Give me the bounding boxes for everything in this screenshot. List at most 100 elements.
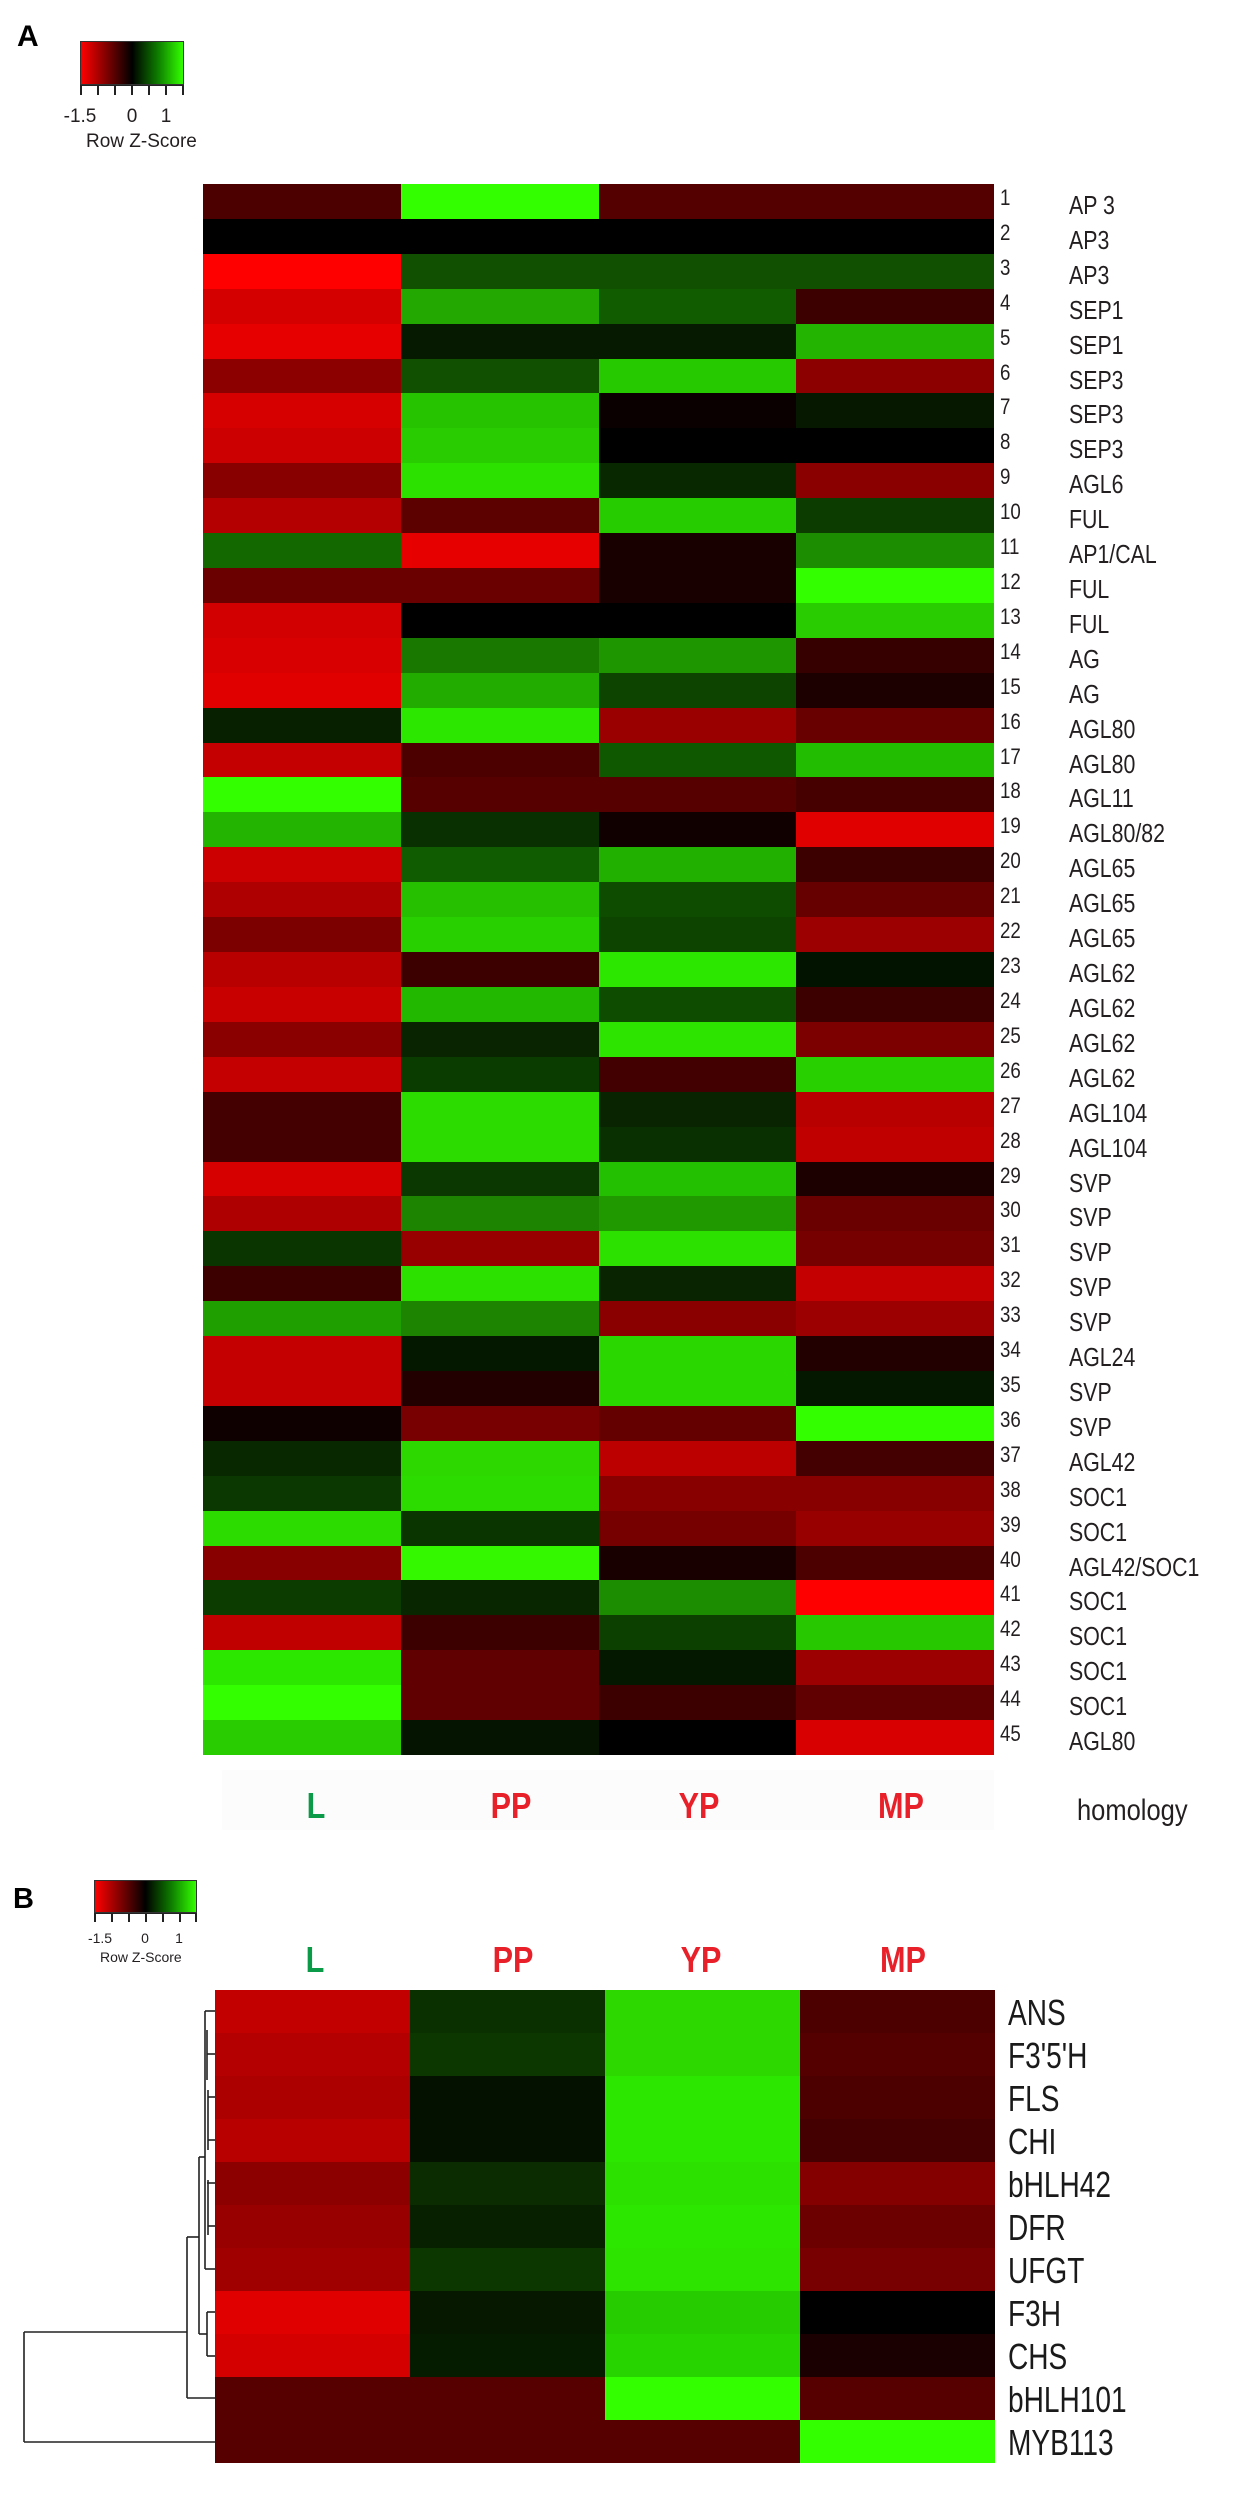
- row-number: 27: [1000, 1092, 1021, 1118]
- heatmap-cell: [400, 288, 599, 324]
- heatmap-cell: [796, 1405, 994, 1441]
- heatmap-cell: [796, 602, 994, 638]
- heatmap-cell: [203, 568, 401, 603]
- heatmap-cell: [400, 1336, 599, 1371]
- row-label: F3'5'H: [1008, 2035, 1088, 2076]
- row-label: F3H: [1008, 2293, 1062, 2334]
- heatmap-cell: [796, 498, 994, 534]
- heatmap-cell: [598, 602, 797, 638]
- row-number: 35: [1000, 1371, 1021, 1397]
- heatmap-cell: [598, 1301, 797, 1337]
- heatmap-cell: [203, 672, 401, 708]
- heatmap-cell: [400, 463, 599, 499]
- row-number: 44: [1000, 1686, 1021, 1712]
- heatmap-cell: [598, 568, 797, 603]
- row-label: SEP3: [1069, 399, 1124, 430]
- heatmap-cell: [598, 637, 797, 673]
- row-label: AP1/CAL: [1069, 539, 1157, 570]
- heatmap-cell: [598, 952, 797, 987]
- heatmap-cell: [400, 1580, 599, 1616]
- heatmap-cell: [598, 1266, 797, 1302]
- heatmap-b-row-labels: ANS F3'5'H FLS CHI bHLH42 DFR UFGT F3H CHS bHLH10…: [1008, 1990, 1257, 2463]
- heatmap-cell: [400, 1021, 599, 1057]
- heatmap-cell: [796, 1650, 994, 1686]
- legend-axis: [80, 85, 184, 96]
- heatmap-cell: [215, 2033, 410, 2076]
- heatmap-cell: [800, 1990, 995, 2033]
- heatmap-cell: [800, 2205, 995, 2248]
- heatmap-cell: [203, 777, 401, 813]
- legend-tick-label: -1.5: [63, 106, 97, 127]
- heatmap-cell: [800, 2291, 995, 2334]
- heatmap-cell: [796, 533, 994, 569]
- heatmap-cell: [203, 1056, 401, 1092]
- heatmap-cell: [400, 568, 599, 603]
- legend-tick-label: -1.5: [87, 1930, 113, 1946]
- heatmap-cell: [796, 637, 994, 673]
- heatmap-cell: [796, 184, 994, 219]
- row-number: 12: [1000, 569, 1021, 595]
- heatmap-cell: [203, 847, 401, 883]
- heatmap-cell: [203, 1475, 401, 1511]
- heatmap-cell: [215, 2076, 410, 2119]
- heatmap-cell: [598, 323, 797, 359]
- heatmap-cell: [605, 1990, 800, 2033]
- heatmap-cell: [598, 1370, 797, 1406]
- row-number: 30: [1000, 1197, 1021, 1223]
- row-label: SOC1: [1069, 1481, 1128, 1512]
- row-number: 5: [1000, 324, 1011, 350]
- column-label-band-a: [222, 1770, 994, 1830]
- row-number: 21: [1000, 883, 1021, 909]
- heatmap-cell: [203, 812, 401, 848]
- heatmap-cell: [598, 1545, 797, 1581]
- row-number: 45: [1000, 1721, 1021, 1747]
- heatmap-cell: [400, 1650, 599, 1686]
- heatmap-cell: [203, 882, 401, 918]
- heatmap-cell: [203, 1440, 401, 1476]
- heatmap-cell: [410, 2205, 605, 2248]
- heatmap-cell: [796, 288, 994, 324]
- heatmap-cell: [400, 1301, 599, 1337]
- row-number: 10: [1000, 499, 1021, 525]
- row-label: AG: [1069, 643, 1100, 674]
- heatmap-cell: [598, 533, 797, 569]
- heatmap-cell: [203, 1685, 401, 1721]
- row-number: 29: [1000, 1162, 1021, 1188]
- heatmap-cell: [400, 1056, 599, 1092]
- heatmap-cell: [796, 1475, 994, 1511]
- heatmap-cell: [203, 1266, 401, 1302]
- heatmap-cell: [605, 2377, 800, 2420]
- heatmap-cell: [203, 288, 401, 324]
- legend-tick-label: 0: [126, 106, 138, 127]
- heatmap-cell: [215, 2205, 410, 2248]
- heatmap-cell: [796, 777, 994, 813]
- heatmap-cell: [215, 2119, 410, 2162]
- heatmap-cell: [203, 393, 401, 429]
- row-label: SOC1: [1069, 1621, 1128, 1652]
- column-label-mp: MP: [880, 1939, 926, 1980]
- heatmap-cell: [400, 1091, 599, 1127]
- row-label: AP3: [1069, 259, 1110, 290]
- row-dendrogram: [23, 2010, 215, 2443]
- row-label: bHLH42: [1008, 2164, 1112, 2205]
- heatmap-cell: [598, 463, 797, 499]
- row-number: 20: [1000, 848, 1021, 874]
- heatmap-cell: [800, 2033, 995, 2076]
- heatmap-cell: [796, 672, 994, 708]
- heatmap-cell: [410, 2076, 605, 2119]
- heatmap-cell: [796, 882, 994, 918]
- legend-title: Row Z-Score: [100, 1949, 182, 1965]
- heatmap-cell: [400, 812, 599, 848]
- row-label: AGL65: [1069, 853, 1136, 884]
- heatmap-cell: [215, 2420, 410, 2463]
- heatmap-cell: [215, 2162, 410, 2205]
- heatmap-cell: [796, 1545, 994, 1581]
- heatmap-cell: [400, 1161, 599, 1197]
- heatmap-cell: [598, 1056, 797, 1092]
- heatmap-cell: [203, 323, 401, 359]
- heatmap-cell: [215, 2334, 410, 2377]
- legend-tick-label: 1: [160, 106, 172, 127]
- heatmap-cell: [203, 1510, 401, 1546]
- heatmap-cell: [203, 428, 401, 464]
- row-label: SVP: [1069, 1237, 1112, 1268]
